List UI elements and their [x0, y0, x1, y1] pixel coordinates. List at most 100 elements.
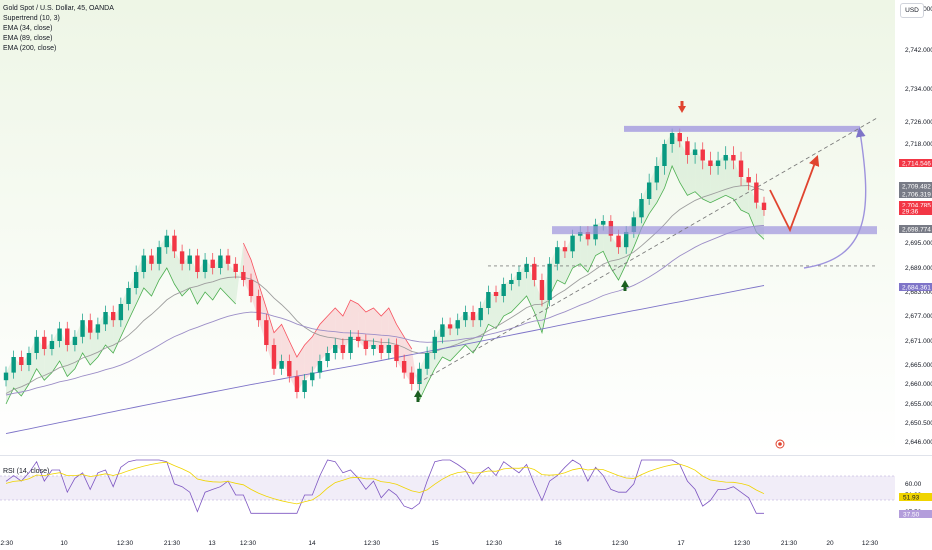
price-tag-bg — [899, 207, 932, 215]
candle — [509, 273, 514, 291]
x-axis-tick-label: 20 — [826, 540, 834, 547]
price-tag-label: 2,704.785 — [902, 202, 931, 209]
candle-body — [639, 199, 644, 218]
candle-body — [547, 263, 552, 300]
candle — [57, 321, 62, 348]
symbol-title[interactable]: Gold Spot / U.S. Dollar, 45, OANDA — [3, 5, 114, 12]
candle — [746, 168, 751, 191]
indicator-supertrend[interactable]: Supertrend (10, 3) — [3, 15, 60, 22]
y-axis-tick-label: 2,726.000 — [905, 119, 932, 126]
candle — [470, 305, 476, 327]
rsi-band — [0, 476, 895, 500]
candle — [662, 139, 667, 175]
candle-body — [348, 336, 353, 353]
price-tag-bg — [899, 283, 932, 291]
candle-body — [19, 357, 24, 365]
candle-body — [463, 312, 468, 321]
currency-button[interactable]: USD — [900, 3, 924, 18]
candle — [34, 330, 39, 360]
candle-body — [677, 133, 682, 142]
x-axis-tick-label: 12:30 — [0, 540, 14, 547]
candle-body — [126, 288, 131, 304]
candle — [26, 346, 32, 372]
price-tag: 2,684.361 — [899, 283, 932, 291]
supertrend-fill — [304, 336, 313, 381]
candle — [149, 248, 154, 271]
candle-body — [654, 166, 660, 183]
candle-body — [26, 353, 32, 365]
candle-body — [386, 345, 392, 353]
candle-body — [287, 361, 292, 377]
candle — [310, 366, 315, 387]
candle — [493, 285, 499, 303]
y-axis-tick-label: 2,689.000 — [905, 265, 932, 272]
candle-body — [118, 304, 124, 321]
indicator-ema-89[interactable]: EMA (89, close) — [3, 35, 53, 42]
y-axis-tick-label: 2,650.500 — [905, 420, 932, 427]
candle-body — [271, 345, 277, 369]
pane-separator — [0, 455, 932, 456]
candle-body — [72, 336, 78, 345]
candle-body — [317, 361, 323, 373]
candle-body — [310, 372, 315, 381]
indicator-ema-34[interactable]: EMA (34, close) — [3, 25, 53, 32]
candle-body — [241, 272, 246, 280]
supertrend-fill — [67, 336, 75, 377]
candle — [754, 173, 759, 209]
y-axis-tick-label: 2,718.000 — [905, 141, 932, 148]
price-tag-bg — [899, 190, 932, 198]
candle-body — [11, 357, 16, 373]
x-axis-tick-label: 21:30 — [781, 540, 798, 547]
candle — [340, 338, 346, 360]
candle — [547, 257, 552, 307]
supertrend-fill — [534, 280, 542, 333]
candle-body — [417, 368, 422, 384]
candle — [639, 193, 644, 224]
candle — [195, 248, 200, 279]
candle-body — [524, 263, 529, 272]
price-tag-bg — [899, 182, 932, 190]
candle — [95, 317, 101, 340]
candle-body — [424, 353, 430, 369]
candle — [570, 229, 575, 258]
rsi-value-tag-label: 37.50 — [903, 512, 920, 519]
candle — [731, 146, 736, 170]
supertrend-fill — [228, 263, 236, 304]
y-axis-tick-label: 2,683.000 — [905, 289, 932, 296]
y-axis-tick-label: 2,671.000 — [905, 338, 932, 345]
rsi-ma-line — [5, 461, 765, 505]
candle — [72, 330, 78, 352]
price-projection-arrow — [769, 154, 820, 233]
x-axis-tick-label: 14 — [308, 540, 316, 547]
candle — [65, 321, 70, 352]
x-axis-tick-label: 15 — [431, 540, 439, 547]
candle — [432, 330, 437, 360]
down-arrow-marker-stem — [680, 101, 684, 106]
supertrend-fill — [312, 324, 320, 373]
y-axis-tick-label: 2,695.000 — [905, 240, 932, 247]
price-tag-bg — [899, 225, 932, 233]
candle — [669, 128, 675, 153]
candle — [723, 146, 728, 170]
candle-body — [478, 308, 483, 321]
y-axis-tick-label: 2,665.000 — [905, 362, 932, 369]
candle — [685, 136, 690, 164]
price-tag-label: 2,706.319 — [902, 191, 931, 198]
candle-body — [731, 155, 736, 161]
candle-body — [761, 202, 767, 210]
candle-body — [264, 320, 269, 345]
candle — [409, 366, 414, 391]
candle — [241, 265, 246, 287]
candle-body — [340, 345, 346, 353]
candle — [294, 370, 300, 399]
rsi-legend[interactable]: RSI (14, close) — [3, 468, 50, 475]
x-axis-tick-label: 12:30 — [486, 540, 503, 547]
candle-body — [187, 255, 192, 264]
candle-body — [432, 336, 437, 353]
supertrend-fill — [381, 308, 389, 353]
candle-body — [218, 255, 223, 268]
candle — [524, 257, 529, 279]
indicator-ema-200[interactable]: EMA (200, close) — [3, 45, 57, 52]
